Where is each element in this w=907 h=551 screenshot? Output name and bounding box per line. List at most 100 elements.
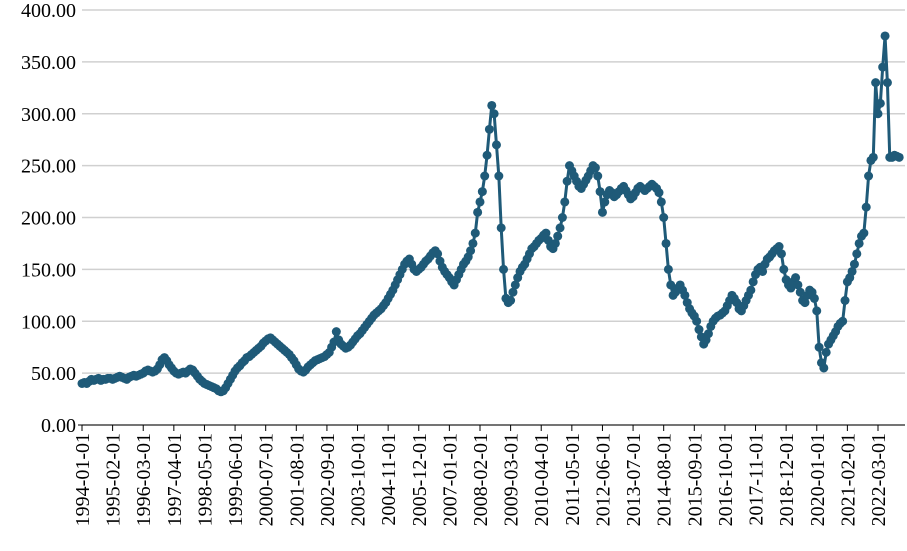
data-point <box>680 290 690 300</box>
x-tick-label: 2007-01-01 <box>439 433 461 526</box>
data-point <box>776 249 786 259</box>
data-point <box>656 197 666 207</box>
data-point <box>847 266 857 276</box>
data-point <box>819 363 829 373</box>
data-point <box>821 347 831 357</box>
x-tick-label: 2012-06-01 <box>592 433 614 526</box>
data-point <box>560 197 570 207</box>
x-tick-label: 2013-07-01 <box>623 433 645 526</box>
data-point <box>748 277 758 287</box>
y-tick-label: 250.00 <box>21 156 76 178</box>
data-point <box>553 231 563 241</box>
x-tick-label: 2005-12-01 <box>409 433 431 526</box>
data-point <box>795 287 805 297</box>
data-point <box>487 100 497 110</box>
data-point <box>482 150 492 160</box>
x-tick-label: 2017-11-01 <box>746 433 768 526</box>
data-point <box>880 31 890 41</box>
data-point <box>791 273 801 283</box>
data-point <box>331 327 341 337</box>
data-point <box>496 223 506 233</box>
x-tick-label: 1996-03-01 <box>133 433 155 526</box>
data-point <box>557 213 567 222</box>
x-tick-label: 2003-10-01 <box>348 433 370 526</box>
x-tick-label: 1994-01-01 <box>72 433 94 526</box>
data-point <box>774 242 784 252</box>
data-point <box>882 78 892 88</box>
data-point <box>468 238 478 248</box>
data-point <box>473 207 483 217</box>
data-point <box>597 207 607 217</box>
y-tick-label: 300.00 <box>21 104 76 126</box>
x-tick-label: 1995-02-01 <box>103 433 125 526</box>
x-tick-label: 2015-09-01 <box>684 433 706 526</box>
data-point <box>506 296 516 305</box>
data-point <box>878 62 888 72</box>
data-point <box>562 176 572 186</box>
data-point <box>871 78 881 88</box>
x-tick-label: 2004-11-01 <box>378 433 400 526</box>
data-point <box>868 152 878 162</box>
data-point <box>849 259 859 269</box>
data-point <box>838 316 848 326</box>
data-point <box>480 171 490 181</box>
data-point <box>499 264 509 274</box>
data-point <box>491 140 501 150</box>
x-tick-label: 2011-05-01 <box>562 433 584 526</box>
x-tick-label: 2010-04-01 <box>531 433 553 526</box>
data-point <box>541 228 551 238</box>
data-point <box>861 202 871 212</box>
data-point <box>873 109 883 119</box>
x-tick-label: 2002-09-01 <box>317 433 339 526</box>
data-point <box>593 171 603 181</box>
data-point <box>659 213 669 222</box>
data-point <box>470 228 480 238</box>
data-point <box>800 298 810 308</box>
y-tick-label: 350.00 <box>21 52 76 74</box>
data-point <box>864 171 874 181</box>
x-tick-label: 2022-03-01 <box>868 433 890 526</box>
data-point <box>489 109 499 119</box>
data-point <box>550 238 560 248</box>
x-tick-label: 2014-08-01 <box>654 433 676 526</box>
x-tick-label: 2016-10-01 <box>715 433 737 526</box>
x-tick-label: 2008-02-01 <box>470 433 492 526</box>
data-point <box>875 98 885 108</box>
x-tick-label: 2020-01-01 <box>807 433 829 526</box>
y-tick-label: 100.00 <box>21 311 76 333</box>
data-point <box>840 296 850 305</box>
data-point <box>475 197 485 207</box>
data-point <box>852 249 862 259</box>
y-tick-label: 200.00 <box>21 208 76 230</box>
y-tick-label: 400.00 <box>21 0 76 22</box>
y-tick-label: 50.00 <box>31 363 76 385</box>
data-point <box>484 124 494 134</box>
x-tick-label: 2001-08-01 <box>286 433 308 526</box>
data-point <box>746 285 756 295</box>
data-point <box>703 329 713 339</box>
data-point <box>859 228 869 238</box>
data-point <box>595 187 605 197</box>
data-point <box>814 342 824 352</box>
data-point <box>654 188 664 198</box>
data-point <box>663 264 673 274</box>
y-tick-label: 150.00 <box>21 259 76 281</box>
data-point <box>433 249 443 259</box>
data-point <box>555 223 565 233</box>
data-point <box>590 163 600 173</box>
data-point <box>894 152 904 162</box>
data-point <box>694 325 704 335</box>
data-point <box>779 264 789 274</box>
y-tick-label: 0.00 <box>41 415 76 437</box>
data-point <box>477 187 487 197</box>
data-point <box>661 238 671 248</box>
data-point <box>812 306 822 316</box>
data-point <box>758 266 768 276</box>
x-tick-label: 2021-02-01 <box>837 433 859 526</box>
data-point <box>692 316 702 326</box>
data-point <box>854 238 864 248</box>
x-tick-label: 1998-05-01 <box>194 433 216 526</box>
x-tick-label: 2009-03-01 <box>501 433 523 526</box>
